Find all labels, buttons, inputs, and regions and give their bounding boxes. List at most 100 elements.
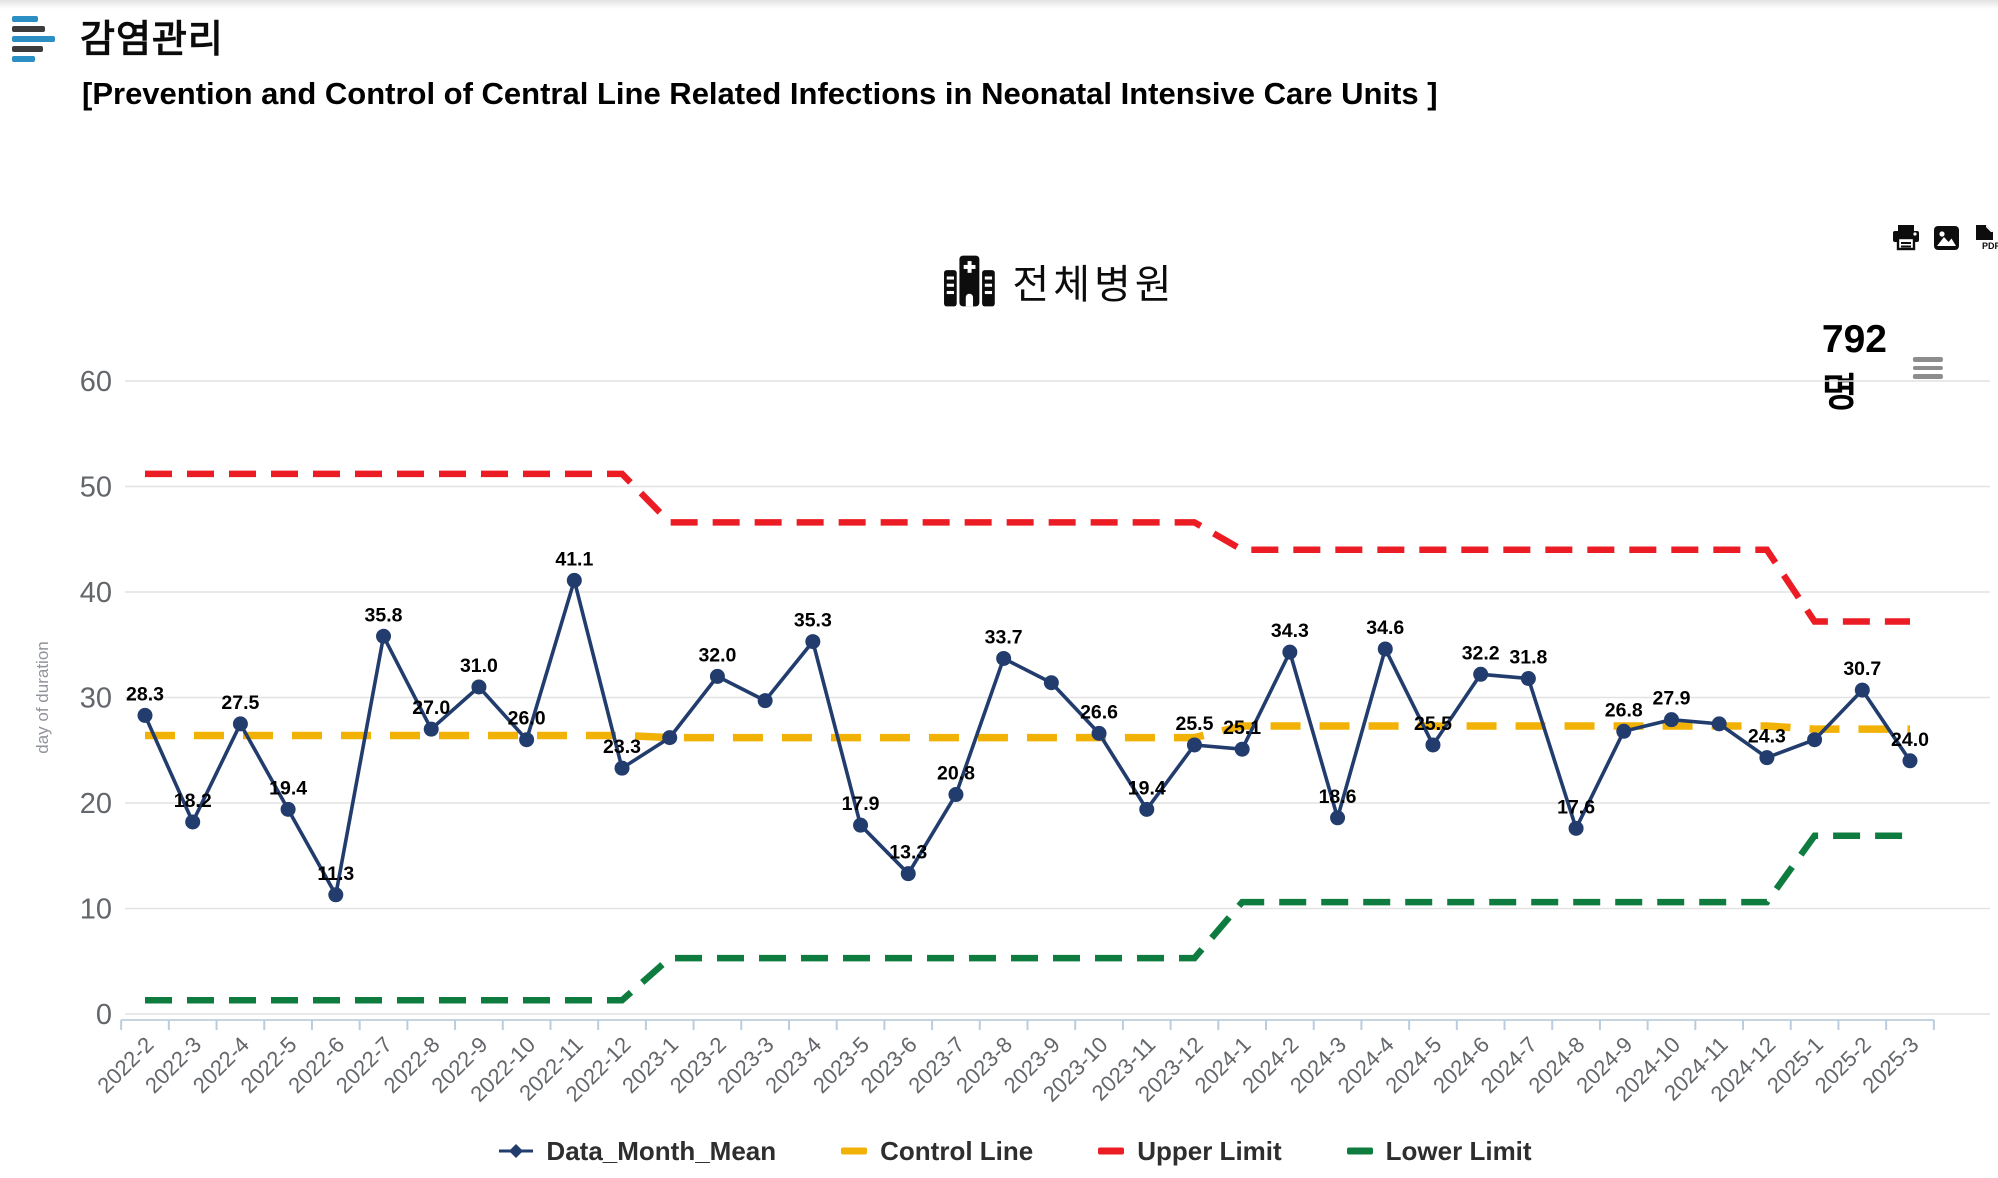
data-month-mean-line	[143, 573, 1912, 901]
data-point[interactable]	[1807, 732, 1823, 748]
data-point[interactable]	[853, 817, 869, 833]
data-point-label: 23.3	[603, 736, 641, 758]
data-point-label: 24.3	[1748, 726, 1786, 748]
chart-legend: Data_Month_Mean Control Line Upper Limit…	[0, 1128, 1998, 1174]
data-point[interactable]	[709, 668, 725, 684]
svg-text:PDF: PDF	[1982, 241, 1998, 251]
data-point-label: 34.6	[1366, 617, 1404, 639]
data-point[interactable]	[1711, 716, 1727, 732]
legend-label: Data_Month_Mean	[546, 1135, 777, 1166]
legend-label: Control Line	[880, 1135, 1034, 1166]
data-point-label: 28.3	[126, 683, 164, 705]
data-point-label: 13.3	[889, 842, 927, 864]
data-point[interactable]	[185, 814, 201, 830]
chart-title: 전체병원	[1012, 263, 1176, 307]
data-point[interactable]	[662, 730, 678, 746]
hospital-icon	[944, 255, 995, 307]
y-tick-label: 30	[80, 683, 112, 715]
data-point-label: 35.8	[365, 604, 403, 626]
data-point-label: 32.0	[698, 644, 736, 666]
data-point-label: 41.1	[555, 548, 593, 570]
patient-count: 792명	[1821, 318, 1887, 415]
legend-item-control-line[interactable]: Control Line	[838, 1136, 1033, 1167]
data-point[interactable]	[1473, 666, 1489, 682]
y-tick-label: 50	[80, 472, 112, 504]
data-point-label: 31.0	[460, 655, 498, 677]
data-point[interactable]	[519, 732, 535, 748]
data-point[interactable]	[1616, 723, 1632, 739]
print-icon[interactable]	[1892, 224, 1920, 251]
data-point[interactable]	[1043, 675, 1059, 691]
data-point-label: 17.9	[842, 793, 880, 815]
data-point-label: 17.6	[1557, 796, 1595, 818]
data-point[interactable]	[1139, 801, 1155, 817]
data-point[interactable]	[423, 721, 439, 737]
data-point[interactable]	[328, 887, 344, 903]
data-point[interactable]	[1854, 682, 1870, 698]
y-tick-label: 40	[80, 577, 112, 609]
data-point[interactable]	[1091, 725, 1107, 741]
data-point[interactable]	[566, 572, 582, 588]
data-point[interactable]	[900, 866, 916, 882]
data-point[interactable]	[614, 760, 630, 776]
y-tick-label: 60	[80, 366, 112, 398]
data-point[interactable]	[1759, 750, 1775, 766]
data-point-label: 27.0	[412, 697, 450, 719]
y-axis-label: day of duration	[33, 641, 52, 753]
data-point-label: 18.6	[1319, 786, 1357, 808]
hamburger-icon[interactable]	[1913, 357, 1944, 379]
data-point-label: 24.0	[1891, 729, 1929, 751]
data-point[interactable]	[948, 787, 964, 803]
data-point[interactable]	[1902, 753, 1918, 769]
data-point[interactable]	[1568, 820, 1584, 836]
data-point-label: 25.5	[1175, 713, 1213, 735]
legend-item-lower-limit[interactable]: Lower Limit	[1344, 1136, 1532, 1167]
data-point[interactable]	[376, 628, 392, 644]
data-point[interactable]	[471, 679, 487, 695]
page-top-border	[0, 0, 1998, 9]
data-point[interactable]	[1186, 737, 1202, 753]
page-title: 감염관리	[80, 19, 224, 61]
legend-marker-dash	[1346, 1147, 1373, 1155]
data-point[interactable]	[1282, 644, 1298, 660]
data-point[interactable]	[1520, 671, 1536, 687]
export-toolbar: PDF	[1892, 224, 1998, 251]
lower-limit-line	[145, 832, 1910, 1004]
data-point-label: 26.8	[1605, 699, 1643, 721]
data-point[interactable]	[757, 693, 773, 709]
control-line-line	[145, 722, 1910, 742]
image-export-icon[interactable]	[1933, 225, 1960, 251]
data-point[interactable]	[1330, 810, 1346, 826]
upper-limit-line	[145, 470, 1910, 625]
legend-label: Upper Limit	[1137, 1135, 1282, 1166]
data-point-label: 31.8	[1509, 647, 1547, 669]
legend-marker-dash	[1098, 1147, 1125, 1155]
data-point-label: 33.7	[985, 626, 1023, 648]
data-point[interactable]	[1663, 712, 1679, 728]
data-point-label: 27.5	[221, 692, 259, 714]
data-point[interactable]	[280, 801, 296, 817]
y-tick-label: 0	[96, 999, 112, 1031]
count-group: 792명	[1821, 318, 1944, 418]
pdf-export-icon[interactable]: PDF	[1973, 224, 1998, 251]
data-point[interactable]	[805, 634, 821, 650]
legend-marker-dash	[841, 1147, 868, 1155]
data-point-label: 34.3	[1271, 620, 1309, 642]
data-point-label: 30.7	[1843, 658, 1881, 680]
legend-marker-line-dot	[499, 1144, 534, 1158]
data-point-label: 20.8	[937, 763, 975, 785]
data-point[interactable]	[137, 707, 153, 723]
data-point-label: 25.1	[1223, 717, 1261, 739]
legend-item-data-month-mean[interactable]: Data_Month_Mean	[496, 1136, 776, 1167]
list-lines-icon[interactable]	[12, 16, 64, 66]
y-tick-label: 20	[80, 788, 112, 820]
data-point[interactable]	[1425, 737, 1441, 753]
data-point[interactable]	[1377, 641, 1393, 657]
data-point[interactable]	[996, 650, 1012, 666]
data-point[interactable]	[232, 716, 248, 732]
legend-item-upper-limit[interactable]: Upper Limit	[1095, 1135, 1282, 1167]
chart-title-group: 전체병원	[940, 252, 1175, 310]
data-point-label: 19.4	[1128, 777, 1166, 799]
data-point[interactable]	[1234, 741, 1250, 757]
